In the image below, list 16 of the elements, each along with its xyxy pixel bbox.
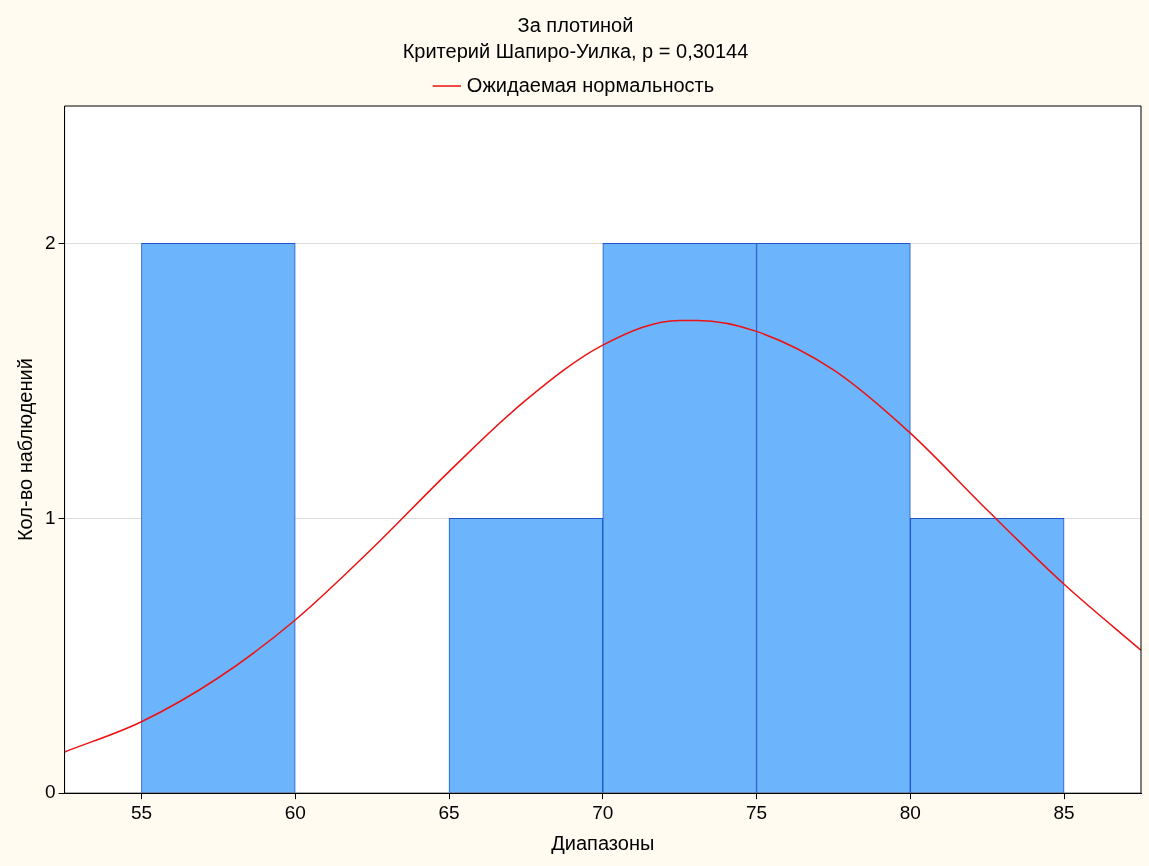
x-tick-label: 55 <box>130 801 153 823</box>
x-tick-label: 70 <box>592 801 614 823</box>
y-tick-label: 2 <box>44 231 56 253</box>
x-tick-label: 75 <box>745 801 768 823</box>
x-tick-label: 65 <box>438 801 460 823</box>
chart-subtitle: Критерий Шапиро-Уилка, p = 0,30144 <box>402 39 749 62</box>
x-tick-label: 80 <box>899 801 921 823</box>
legend-label: Ожидаемая нормальность <box>466 73 715 96</box>
line-series <box>64 319 1141 753</box>
x-tick-label: 60 <box>284 801 306 823</box>
y-tick-label: 1 <box>44 506 56 528</box>
y-tick-label: 0 <box>44 781 56 803</box>
x-tick-label: 85 <box>1053 801 1075 823</box>
chart-title: За плотиной <box>517 13 634 36</box>
y-axis-title: Кол-во наблюдений <box>13 358 36 542</box>
x-axis-title: Диапазоны <box>551 831 655 854</box>
